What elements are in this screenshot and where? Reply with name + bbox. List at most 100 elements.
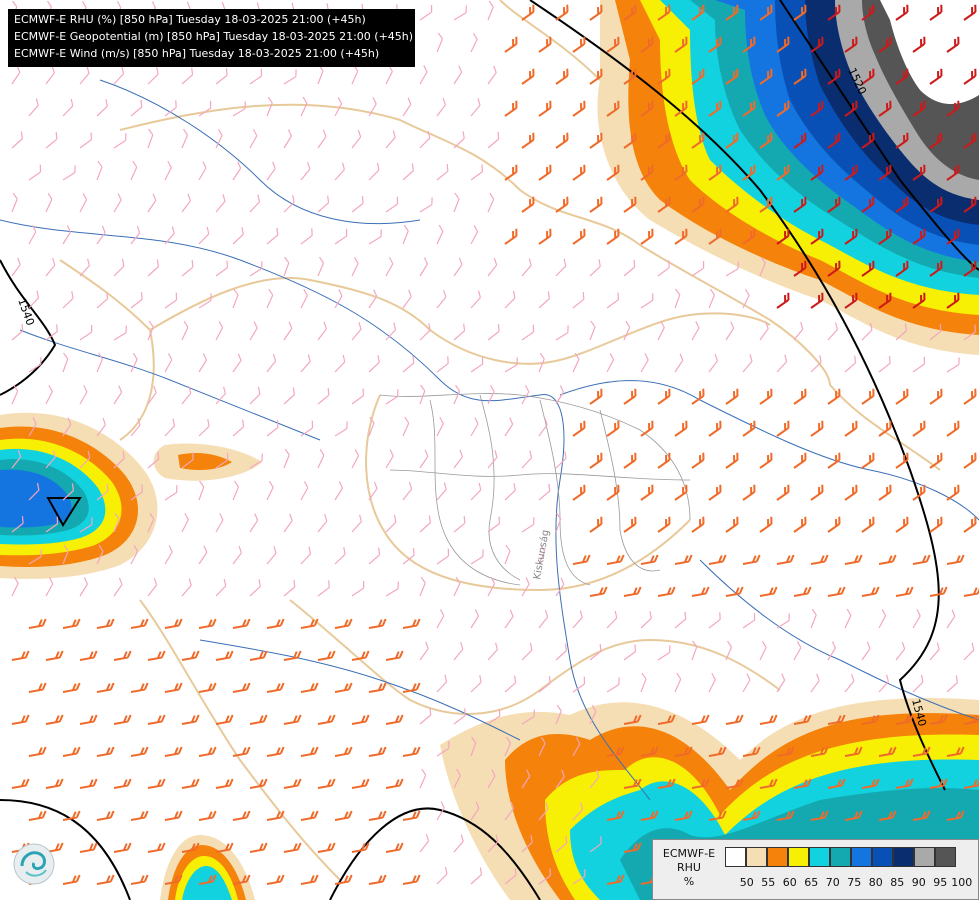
wind-barb: [45, 650, 64, 661]
wind-barb: [946, 100, 960, 117]
wind-barb: [912, 36, 926, 53]
wind-barb: [589, 516, 603, 533]
wind-barb: [895, 516, 909, 533]
wind-barb: [62, 98, 74, 117]
wind-barb: [929, 4, 943, 21]
wind-barb: [436, 224, 444, 245]
wind-barb: [929, 196, 943, 213]
wind-barb: [147, 67, 159, 85]
wind-barb: [164, 545, 173, 565]
wind-barb: [96, 810, 115, 821]
wind-barb: [963, 778, 979, 789]
wind-barb: [606, 746, 625, 757]
wind-barb: [198, 293, 212, 309]
wind-barb: [470, 356, 484, 373]
legend-swatch: [935, 847, 956, 867]
wind-barb: [827, 68, 841, 85]
wind-barb: [351, 842, 370, 853]
wind-barb: [487, 577, 496, 597]
wind-barb: [963, 260, 977, 277]
wind-barb: [470, 675, 482, 693]
wind-barb: [504, 801, 514, 821]
wind-barb: [793, 260, 807, 277]
wind-barb: [555, 769, 565, 789]
wind-barb: [283, 448, 290, 469]
wind-barb: [300, 618, 319, 629]
wind-barb: [249, 778, 268, 789]
wind-barb: [198, 353, 207, 373]
wind-barb: [674, 228, 688, 245]
wind-barb: [725, 4, 739, 21]
wind-barb: [147, 320, 154, 341]
wind-barb: [470, 549, 484, 565]
wind-barb: [198, 810, 217, 821]
wind-barb: [674, 484, 688, 501]
wind-barb: [368, 355, 380, 373]
wind-barb: [810, 554, 829, 565]
wind-barb: [606, 610, 618, 629]
legend-tick-label: 50: [739, 876, 754, 889]
wind-barb: [555, 68, 569, 85]
wind-barb: [657, 586, 676, 597]
wind-barb: [725, 516, 739, 533]
wind-barb: [810, 36, 824, 53]
wind-barb: [691, 388, 705, 405]
wind-barb: [79, 650, 98, 661]
wind-barb: [606, 810, 625, 821]
wind-barb: [470, 801, 480, 821]
wind-barb: [640, 554, 659, 565]
wind-barb: [147, 714, 166, 725]
wind-barb: [147, 512, 155, 533]
wind-barb: [589, 132, 603, 149]
wind-barb: [470, 482, 482, 501]
wind-barb: [640, 353, 649, 373]
wind-barb: [759, 4, 773, 21]
wind-barb: [963, 714, 979, 725]
wind-barb: [96, 160, 103, 181]
wind-barb: [946, 746, 965, 757]
wind-barb: [300, 288, 308, 309]
wind-barb: [776, 354, 788, 373]
wind-barb: [385, 196, 399, 213]
wind-barb: [742, 420, 756, 437]
wind-barb: [113, 133, 127, 149]
wind-barb: [232, 161, 242, 181]
wind-barb: [130, 292, 143, 309]
wind-barb: [657, 714, 676, 725]
wind-barb: [691, 778, 710, 789]
wind-barb: [351, 196, 364, 213]
wind-barb: [895, 388, 909, 405]
wind-barb: [96, 225, 106, 245]
wind-barb: [674, 554, 693, 565]
wind-barb: [28, 549, 42, 565]
wind-barb: [538, 676, 551, 693]
wind-barb: [946, 357, 960, 373]
wind-barb: [130, 160, 138, 181]
wind-barb: [929, 260, 943, 277]
wind-barb: [130, 484, 143, 501]
wind-barb: [674, 100, 688, 117]
wind-barb: [45, 258, 56, 277]
wind-barb: [963, 324, 976, 341]
wind-barb: [79, 842, 98, 853]
wind-barb: [351, 580, 365, 597]
wind-barb: [504, 164, 518, 181]
wind-barb: [521, 4, 535, 21]
wind-barb: [589, 320, 596, 341]
wind-barb: [402, 682, 421, 693]
wind-barb: [300, 420, 314, 437]
wind-barb: [895, 260, 909, 277]
wind-barb: [725, 321, 735, 341]
wind-barb: [351, 129, 362, 149]
wind-barb: [742, 673, 751, 693]
wind-barb: [538, 544, 546, 565]
wind-barb: [725, 452, 739, 469]
wind-barb: [419, 449, 429, 469]
wind-barb: [28, 225, 37, 245]
wind-barb: [776, 746, 795, 757]
wind-barb: [895, 323, 907, 341]
wind-barb: [793, 586, 812, 597]
wind-barb: [130, 874, 149, 885]
wind-barb: [419, 65, 428, 85]
wind-barb: [11, 131, 23, 149]
